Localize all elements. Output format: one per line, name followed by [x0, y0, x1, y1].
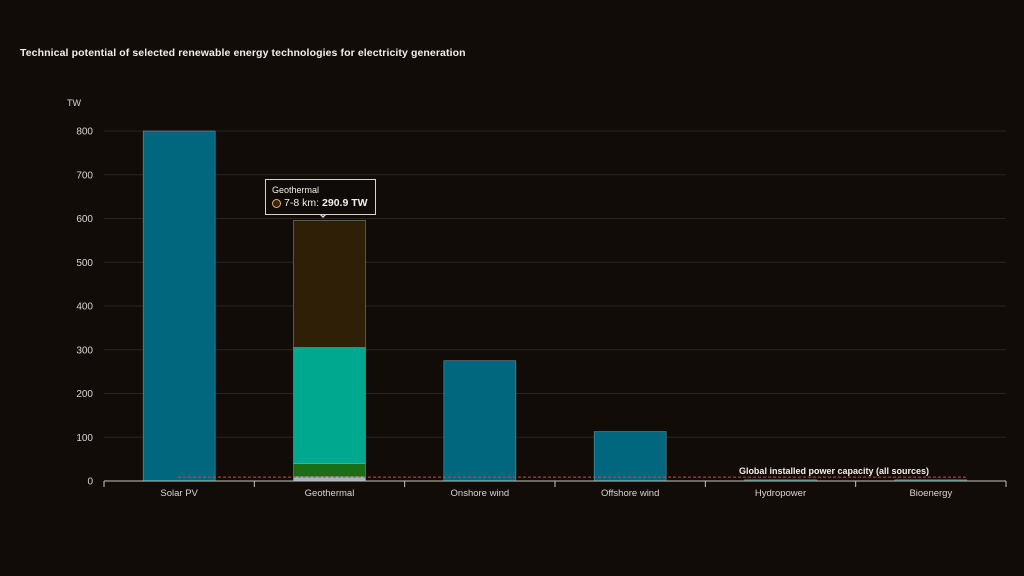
bar-segment: [443, 360, 517, 482]
chart-tooltip: Geothermal 7-8 km: 290.9 TW: [265, 179, 376, 215]
y-tick-label: 200: [76, 389, 93, 400]
chart-title: Technical potential of selected renewabl…: [20, 47, 466, 59]
reference-line-label: Global installed power capacity (all sou…: [739, 466, 929, 476]
y-tick-label: 300: [76, 345, 93, 356]
tooltip-series: 7-8 km:: [284, 197, 320, 209]
x-tick-label: Onshore wind: [451, 488, 510, 499]
x-tick-label: Geothermal: [305, 488, 355, 499]
x-tick-label: Solar PV: [160, 488, 198, 499]
series-marker-icon: [272, 198, 281, 208]
bar-segment: [293, 463, 366, 477]
bar-segment: [593, 431, 667, 482]
x-tick-label: Bioenergy: [909, 488, 952, 499]
y-unit-label: TW: [67, 98, 81, 108]
y-tick-label: 800: [76, 127, 93, 138]
bar-segment: [293, 219, 366, 348]
tooltip-value: 290.9 TW: [322, 197, 368, 209]
x-tick-label: Hydropower: [755, 488, 806, 499]
y-tick-label: 400: [76, 302, 93, 313]
y-tick-label: 500: [76, 258, 93, 269]
y-tick-label: 600: [76, 214, 93, 225]
y-tick-label: 700: [76, 170, 93, 181]
tooltip-title: Geothermal: [272, 185, 320, 195]
y-tick-label: 0: [87, 477, 93, 488]
bar-segment: [142, 130, 216, 482]
y-tick-label: 100: [76, 433, 93, 444]
tooltip-row: 7-8 km: 290.9 TW: [272, 197, 368, 209]
x-tick-label: Offshore wind: [601, 488, 659, 499]
bar-segment: [293, 347, 366, 464]
